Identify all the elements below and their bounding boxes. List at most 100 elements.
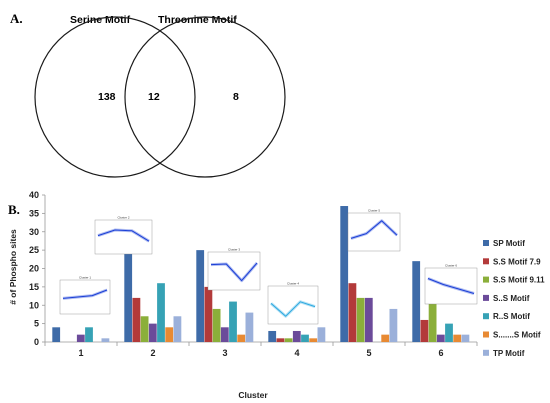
legend-entry: R..S Motif — [493, 312, 530, 321]
bar-s-s-motif-7-9 — [204, 286, 213, 342]
legend-entry: S.S Motif 9.11 — [493, 276, 545, 285]
bar-s-s-motif — [309, 338, 318, 342]
y-tick-label: 10 — [29, 300, 39, 310]
inset-title: Cluster 3 — [228, 248, 240, 252]
bar-r-s-motif — [85, 327, 93, 342]
bar-r-s-motif — [445, 323, 453, 342]
bar-s-s-motif-7-9 — [276, 338, 285, 342]
bar-sp-motif — [268, 330, 277, 342]
bar-s-s-motif — [237, 334, 246, 342]
y-axis-title: # of Phospho sites — [8, 229, 18, 305]
bar-s-s-motif — [220, 327, 229, 342]
y-tick-label: 15 — [29, 282, 39, 292]
bar-s-s-motif — [165, 327, 174, 342]
legend-entry: TP Motif — [493, 349, 525, 358]
inset-trend-line — [270, 301, 316, 317]
x-tick-label: 5 — [366, 348, 371, 358]
bar-r-s-motif — [229, 301, 237, 342]
bar-s-s-motif — [76, 334, 85, 342]
legend-swatch — [483, 276, 489, 283]
venn-left-circle — [34, 16, 196, 178]
legend-entry: S.......S Motif — [493, 331, 541, 340]
inset-frame — [347, 212, 401, 252]
x-tick-label: 2 — [150, 348, 155, 358]
inset-title: Cluster 4 — [287, 282, 299, 286]
inset-frame — [207, 251, 261, 291]
x-axis-title: Cluster — [238, 390, 268, 400]
bar-s-s-motif — [381, 334, 390, 342]
legend-entry: S.S Motif 7.9 — [493, 257, 541, 266]
legend-swatch — [483, 258, 489, 265]
inset-plot: Cluster 2 — [94, 216, 153, 255]
venn-right-count: 8 — [233, 91, 239, 103]
bar-sp-motif — [412, 261, 421, 342]
inset-trend-line — [350, 220, 398, 239]
bar-tp-motif — [101, 338, 110, 342]
y-tick-label: 35 — [29, 208, 39, 218]
bar-s-s-motif-7-9 — [420, 319, 429, 342]
bar-s-s-motif — [148, 323, 157, 342]
inset-title: Cluster 6 — [445, 264, 457, 268]
inset-trend-line — [427, 278, 475, 294]
bar-tp-motif — [389, 308, 398, 342]
legend-swatch — [483, 349, 489, 356]
bar-r-s-motif — [157, 283, 165, 342]
y-tick-label: 20 — [29, 264, 39, 274]
venn-left-label: Serine Motif — [70, 14, 131, 26]
inset-plot: Cluster 4 — [267, 282, 319, 325]
legend-swatch — [483, 294, 489, 301]
bar-s-s-motif-9-11 — [356, 297, 365, 342]
inset-plot: Cluster 1 — [59, 276, 111, 315]
legend-entry: SP Motif — [493, 239, 525, 248]
x-tick-label: 6 — [438, 348, 443, 358]
venn-overlap-count: 12 — [148, 91, 160, 103]
panel-a-label: A. — [10, 11, 23, 26]
bar-tp-motif — [317, 327, 326, 342]
legend-swatch — [483, 240, 489, 246]
bar-sp-motif — [124, 250, 133, 342]
inset-plot: Cluster 5 — [347, 209, 401, 252]
legend-swatch — [483, 313, 489, 320]
bar-s-s-motif — [436, 334, 445, 342]
panel-b-label: B. — [8, 202, 20, 217]
x-tick-label: 4 — [294, 348, 299, 358]
inset-frame — [59, 279, 111, 315]
y-tick-label: 40 — [29, 190, 39, 200]
inset-plot: Cluster 6 — [424, 264, 478, 305]
bar-sp-motif — [52, 327, 61, 342]
legend-swatch — [483, 331, 489, 338]
y-tick-label: 5 — [34, 319, 39, 329]
bar-r-s-motif — [301, 334, 309, 342]
bar-tp-motif — [245, 312, 254, 342]
venn-left-count: 138 — [98, 91, 116, 103]
bar-tp-motif — [173, 316, 182, 342]
bar-s-s-motif-9-11 — [428, 301, 437, 342]
y-tick-label: 0 — [34, 337, 39, 347]
bar-tp-motif — [461, 334, 470, 342]
inset-trend-line — [97, 229, 150, 242]
inset-title: Cluster 2 — [117, 216, 129, 220]
inset-trend-line — [210, 262, 258, 282]
bar-s-s-motif-7-9 — [348, 283, 357, 342]
bar-s-s-motif — [292, 330, 301, 342]
inset-frame — [424, 267, 478, 305]
x-tick-label: 3 — [222, 348, 227, 358]
y-tick-label: 25 — [29, 245, 39, 255]
x-tick-label: 1 — [78, 348, 83, 358]
legend-entry: S..S Motif — [493, 294, 530, 303]
venn-right-label: Threonine Motif — [158, 14, 237, 26]
bar-s-s-motif — [453, 334, 462, 342]
inset-title: Cluster 1 — [79, 276, 91, 280]
inset-title: Cluster 5 — [368, 209, 380, 213]
bar-sp-motif — [340, 206, 349, 342]
chart-legend: SP Motif S.S Motif 7.9 S.S Motif 9.11 S..S … — [483, 239, 545, 358]
bar-s-s-motif-9-11 — [140, 316, 149, 342]
bar-s-s-motif-9-11 — [284, 338, 293, 342]
bar-s-s-motif-9-11 — [212, 308, 221, 342]
bar-s-s-motif-7-9 — [132, 297, 141, 342]
chart-axes: 0 5 10 15 20 25 30 35 40 1 2 3 4 5 6 — [29, 190, 478, 358]
inset-plot: Cluster 3 — [207, 248, 261, 291]
bar-sp-motif — [196, 250, 205, 342]
chart-bars — [52, 206, 470, 342]
